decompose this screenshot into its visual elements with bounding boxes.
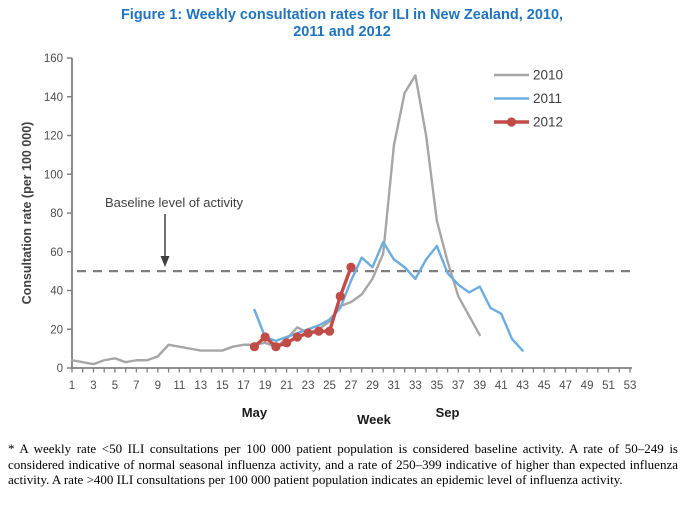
y-tick-label: 100 xyxy=(44,169,63,181)
x-tick-label: 7 xyxy=(133,380,139,392)
figure-title-line1: Figure 1: Weekly consultation rates for … xyxy=(120,7,564,23)
legend-label: 2011 xyxy=(533,91,562,106)
footnote: * A weekly rate <50 ILI consultations pe… xyxy=(8,441,678,488)
x-axis-ticks: 1 3 5 7 9 11 13 15 17 19 21 23 25 27 29 31 33 35 37 39 41 43 4… xyxy=(69,368,637,392)
x-tick-label: 41 xyxy=(495,380,508,392)
x-tick-label: 1 xyxy=(69,380,75,392)
series-2012-line xyxy=(252,265,353,349)
figure-title: Figure 1: Weekly consultation rates for … xyxy=(0,7,684,41)
x-tick-label: 11 xyxy=(173,380,185,392)
legend-label: 2010 xyxy=(533,68,563,83)
x-tick-label: 35 xyxy=(430,380,443,392)
x-tick-label: 23 xyxy=(302,380,315,392)
y-tick-label: 20 xyxy=(50,324,63,336)
x-tick-label: 13 xyxy=(194,380,207,392)
figure-title-line2: 2011 and 2012 xyxy=(293,24,391,40)
legend-marker-dot xyxy=(506,117,517,127)
series-2010-line xyxy=(70,74,481,366)
x-tick-label: 45 xyxy=(538,380,551,392)
x-tick-label: 49 xyxy=(581,380,594,392)
x-tick-label: 21 xyxy=(280,380,293,392)
x-tick-label: 27 xyxy=(345,380,358,392)
down-arrow-icon xyxy=(160,214,170,267)
x-tick-label: 39 xyxy=(473,380,486,392)
legend-label: 2012 xyxy=(533,115,563,130)
x-tick-label: 33 xyxy=(409,380,422,392)
x-tick-label: 19 xyxy=(259,380,272,392)
baseline-annotation: Baseline level of activity xyxy=(105,195,244,210)
x-tick-label: 29 xyxy=(366,380,379,392)
x-tick-label: 47 xyxy=(559,380,572,392)
y-tick-label: 120 xyxy=(44,131,63,143)
series-2012-markers xyxy=(249,262,356,352)
series-2011-line xyxy=(253,240,524,352)
y-axis-title: Consultation rate (per 100 000) xyxy=(20,122,34,305)
legend-item-2010: 2010 xyxy=(494,68,563,83)
legend: 2010 2011 2012 xyxy=(494,68,563,130)
x-tick-label: 37 xyxy=(452,380,465,392)
month-label-may: May xyxy=(242,405,268,420)
x-tick-label: 15 xyxy=(216,380,229,392)
y-tick-label: 60 xyxy=(50,247,63,259)
x-tick-label: 51 xyxy=(602,380,615,392)
y-tick-label: 80 xyxy=(50,208,63,220)
x-axis-title: Week xyxy=(357,412,391,427)
month-label-sep: Sep xyxy=(436,405,460,420)
x-tick-label: 17 xyxy=(237,380,250,392)
x-tick-label: 25 xyxy=(323,380,336,392)
y-tick-label: 40 xyxy=(50,286,63,298)
y-tick-label: 140 xyxy=(44,92,63,104)
y-tick-label: 0 xyxy=(57,363,63,375)
x-tick-label: 53 xyxy=(624,380,637,392)
legend-item-2012: 2012 xyxy=(494,115,563,130)
x-tick-label: 31 xyxy=(388,380,401,392)
x-tick-label: 43 xyxy=(516,380,529,392)
y-axis-ticks: 0 20 40 60 80 100 120 140 160 xyxy=(44,53,72,375)
y-tick-label: 160 xyxy=(44,53,63,65)
x-tick-label: 9 xyxy=(155,380,161,392)
x-tick-label: 5 xyxy=(112,380,118,392)
x-tick-label: 3 xyxy=(90,380,96,392)
legend-item-2011: 2011 xyxy=(494,91,562,106)
